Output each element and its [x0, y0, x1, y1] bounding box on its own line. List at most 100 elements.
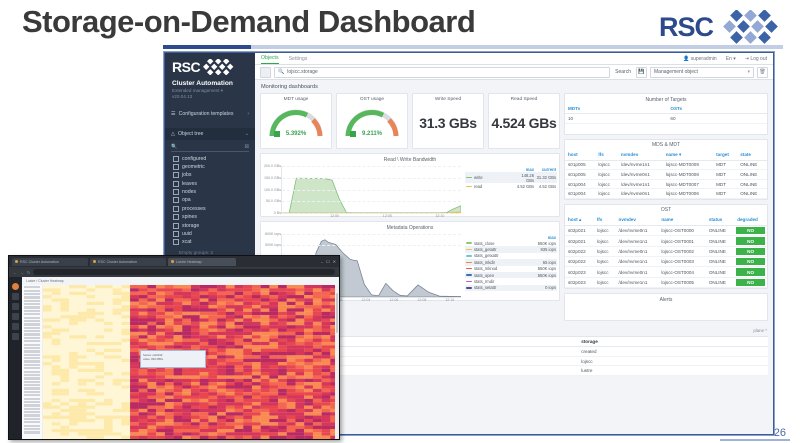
- filter-toggle-button[interactable]: [260, 66, 271, 78]
- legend-item[interactable]: stats_setattr 0 iops: [465, 284, 557, 291]
- sidebar-search-input[interactable]: 🔍 ☒: [171, 142, 249, 153]
- explore-icon[interactable]: [12, 313, 19, 320]
- table-row[interactable]: namelojscc: [310, 356, 768, 367]
- legend-item[interactable]: stats_mknod 550K iops: [465, 266, 557, 272]
- column-header[interactable]: storage: [578, 337, 768, 348]
- url-input[interactable]: [33, 269, 335, 275]
- table-cell: lojscc: [595, 188, 618, 199]
- management-object-select[interactable]: Management object ▾: [650, 66, 754, 78]
- table-row[interactable]: s01p004 lojscc/dev/nvme0n1 lojscc-MDT0006 M…: [565, 188, 767, 199]
- legend-item[interactable]: stats_getxattr: [465, 253, 557, 259]
- expand-icon[interactable]: [173, 155, 179, 162]
- user-menu[interactable]: 👤 superadmin: [682, 56, 717, 62]
- column-header[interactable]: Profile Type: [310, 337, 579, 348]
- browser-tab[interactable]: RSC Cluster Automation: [90, 257, 166, 266]
- table-row[interactable]: s02p022 lojscc/dev/nvme1n1 lojscc-OST0003 O…: [565, 256, 767, 268]
- tab-objects[interactable]: Objects: [261, 55, 279, 64]
- expand-icon[interactable]: [173, 222, 179, 229]
- chart-legend: max current write 148.26 GBs 31.32 GBs read 4.…: [463, 164, 559, 216]
- logout-button[interactable]: ⇥ Log out: [744, 56, 767, 62]
- sidebar-tree-item-storage[interactable]: storage: [165, 221, 255, 229]
- gear-icon[interactable]: [12, 333, 19, 340]
- sidebar-tree-item-opa[interactable]: opa: [165, 196, 255, 204]
- legend-item[interactable]: stats_open 550K iops: [465, 271, 557, 279]
- expand-icon[interactable]: [173, 230, 179, 237]
- legend-item[interactable]: stats_getattr 935 iops: [465, 246, 557, 253]
- language-selector[interactable]: En ▾: [725, 56, 736, 62]
- top-user-area: 👤 superadmin En ▾ ⇥ Log out: [683, 56, 773, 64]
- column-header[interactable]: host: [565, 149, 596, 161]
- tab-settings[interactable]: Settings: [288, 56, 308, 62]
- expand-icon[interactable]: [173, 180, 179, 187]
- expand-icon[interactable]: [173, 214, 179, 221]
- chevron-right-icon: ›: [247, 111, 249, 118]
- legend-item[interactable]: read 4.52 GBs 4.52 GBs: [465, 183, 557, 189]
- table-cell: s02p023: [565, 266, 595, 278]
- column-header[interactable]: name ▾: [662, 149, 714, 161]
- browser-tab[interactable]: RSC Cluster Automation: [12, 257, 88, 266]
- search-input[interactable]: 🔍 lojscc.storage: [274, 66, 611, 78]
- expand-icon[interactable]: [173, 163, 179, 170]
- table-row[interactable]: s02p021 lojscc/dev/nvme0n1 lojscc-OST0000 O…: [565, 225, 767, 237]
- table-row[interactable]: 10 60: [565, 113, 767, 124]
- legend-item[interactable]: stats_mkdir 65 iops: [465, 259, 557, 266]
- sidebar-tree-item-xcat[interactable]: xcat: [165, 238, 255, 246]
- sidebar-tree-item-leaves[interactable]: leaves: [165, 180, 255, 188]
- column-header[interactable]: target: [713, 149, 738, 161]
- sidebar-item-object-tree[interactable]: △ Object tree ⌄: [165, 128, 255, 141]
- sidebar-tree-item-nodes[interactable]: nodes: [165, 188, 255, 196]
- table-cell: s02p022: [565, 246, 595, 258]
- column-header[interactable]: host ▴: [565, 214, 595, 226]
- sidebar-item-configuration-templates[interactable]: ☰ Configuration templates ›: [165, 108, 255, 120]
- table-cell: MDT: [713, 188, 738, 199]
- save-search-icon[interactable]: 💾: [636, 66, 647, 78]
- table-row[interactable]: s01p005 lojscc/dev/nvme1n1 lojscc-MDT0009 M…: [565, 160, 767, 171]
- sidebar-tree-item-processes[interactable]: processes: [165, 205, 255, 213]
- column-header[interactable]: state: [737, 149, 767, 161]
- sidebar-tree-item-uuid[interactable]: uuid: [165, 230, 255, 238]
- column-header[interactable]: MDTs: [565, 104, 668, 114]
- table-row[interactable]: typelustre: [310, 365, 768, 376]
- expand-icon[interactable]: [173, 189, 179, 196]
- close-icon[interactable]: ☒: [244, 143, 249, 150]
- reload-icon[interactable]: ↻: [27, 269, 31, 275]
- column-header[interactable]: degraded: [734, 214, 767, 226]
- column-header[interactable]: status: [705, 214, 735, 226]
- table-row[interactable]: s02p023 lojscc/dev/nvme0n1 lojscc-OST0004 O…: [565, 266, 767, 278]
- delete-icon[interactable]: 🗑: [757, 66, 768, 78]
- expand-icon[interactable]: [173, 239, 179, 246]
- column-header[interactable]: nvmdev: [615, 214, 659, 226]
- column-header[interactable]: lfs: [595, 149, 618, 161]
- column-header[interactable]: OSTs: [667, 104, 767, 114]
- expand-icon[interactable]: [173, 197, 179, 204]
- column-header[interactable]: name: [658, 214, 706, 226]
- window-control-button[interactable]: ✕: [332, 259, 336, 264]
- table-row[interactable]: s02p021 lojscc/dev/nvme1n1 lojscc-OST0001 O…: [565, 235, 767, 247]
- sidebar-tree-item-jobs[interactable]: jobs: [165, 171, 255, 179]
- window-control-button[interactable]: ☐: [326, 259, 330, 264]
- browser-tab[interactable]: Lustre Heatmap: [168, 257, 236, 266]
- forward-icon[interactable]: →: [20, 269, 24, 275]
- table-row[interactable]: s01p004 lojscc/dev/nvme1n1 lojscc-MDT0007 M…: [565, 179, 767, 190]
- table-row[interactable]: s02p023 lojscc/dev/nvme1n1 lojscc-OST0005 O…: [565, 277, 767, 289]
- window-control-button[interactable]: –: [320, 259, 324, 264]
- table-row[interactable]: s02p022 lojscc/dev/nvme0n1 lojscc-OST0002 O…: [565, 246, 767, 258]
- sidebar-tree-item-spines[interactable]: spines: [165, 213, 255, 221]
- table-row[interactable]: statecreated: [310, 346, 768, 357]
- column-header[interactable]: nvmdev: [617, 149, 663, 161]
- expand-icon[interactable]: [173, 205, 179, 212]
- alerting-icon[interactable]: [12, 323, 19, 330]
- search-icon[interactable]: [12, 293, 19, 300]
- legend-item[interactable]: write 148.26 GBs 31.32 GBs: [465, 172, 557, 184]
- search-button[interactable]: Search: [615, 69, 631, 75]
- sidebar-tree-item-configured[interactable]: configured: [165, 154, 255, 162]
- column-header[interactable]: lfs: [594, 214, 616, 226]
- scrollbar[interactable]: [335, 285, 339, 439]
- legend-item[interactable]: stats_close 550K iops: [465, 240, 557, 246]
- dashboards-icon[interactable]: [12, 303, 19, 310]
- expand-icon[interactable]: [173, 172, 179, 179]
- sidebar-tree-item-geometric[interactable]: geometric: [165, 163, 255, 171]
- legend-item[interactable]: stats_rmdir: [465, 278, 557, 284]
- back-icon[interactable]: ←: [13, 269, 17, 275]
- table-row[interactable]: s01p005 lojscc/dev/nvme0n1 lojscc-MDT0008 M…: [565, 169, 767, 180]
